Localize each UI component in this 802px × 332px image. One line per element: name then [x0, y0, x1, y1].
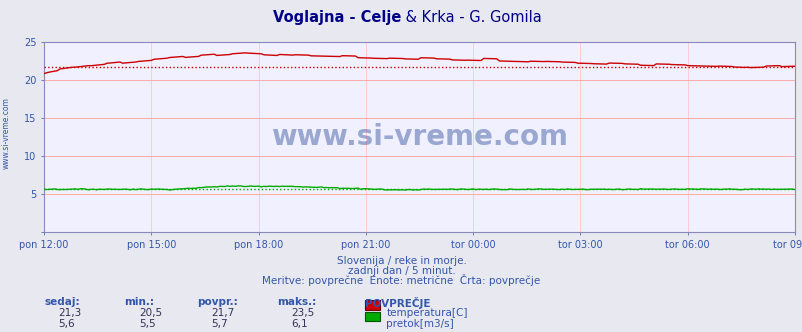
Text: 20,5: 20,5 — [139, 308, 162, 318]
Text: 21,3: 21,3 — [59, 308, 82, 318]
Text: & Krka - G. Gomila: & Krka - G. Gomila — [401, 10, 541, 25]
Text: 5,6: 5,6 — [59, 319, 75, 329]
Text: temperatura[C]: temperatura[C] — [386, 308, 467, 318]
Text: 5,7: 5,7 — [211, 319, 228, 329]
Text: Meritve: povprečne  Enote: metrične  Črta: povprečje: Meritve: povprečne Enote: metrične Črta:… — [262, 274, 540, 286]
Text: min.:: min.: — [124, 297, 154, 307]
Text: www.si-vreme.com: www.si-vreme.com — [2, 97, 11, 169]
Text: POVPREČJE: POVPREČJE — [365, 297, 431, 309]
Text: zadnji dan / 5 minut.: zadnji dan / 5 minut. — [347, 266, 455, 276]
Text: sedaj:: sedaj: — [44, 297, 79, 307]
Text: 23,5: 23,5 — [291, 308, 314, 318]
Text: 6,1: 6,1 — [291, 319, 308, 329]
Text: pretok[m3/s]: pretok[m3/s] — [386, 319, 453, 329]
Text: povpr.:: povpr.: — [196, 297, 237, 307]
Text: www.si-vreme.com: www.si-vreme.com — [271, 123, 567, 151]
Text: Voglajna - Celje: Voglajna - Celje — [273, 10, 401, 25]
Text: 5,5: 5,5 — [139, 319, 156, 329]
Text: maks.:: maks.: — [277, 297, 316, 307]
Text: Slovenija / reke in morje.: Slovenija / reke in morje. — [336, 256, 466, 266]
Text: 21,7: 21,7 — [211, 308, 234, 318]
